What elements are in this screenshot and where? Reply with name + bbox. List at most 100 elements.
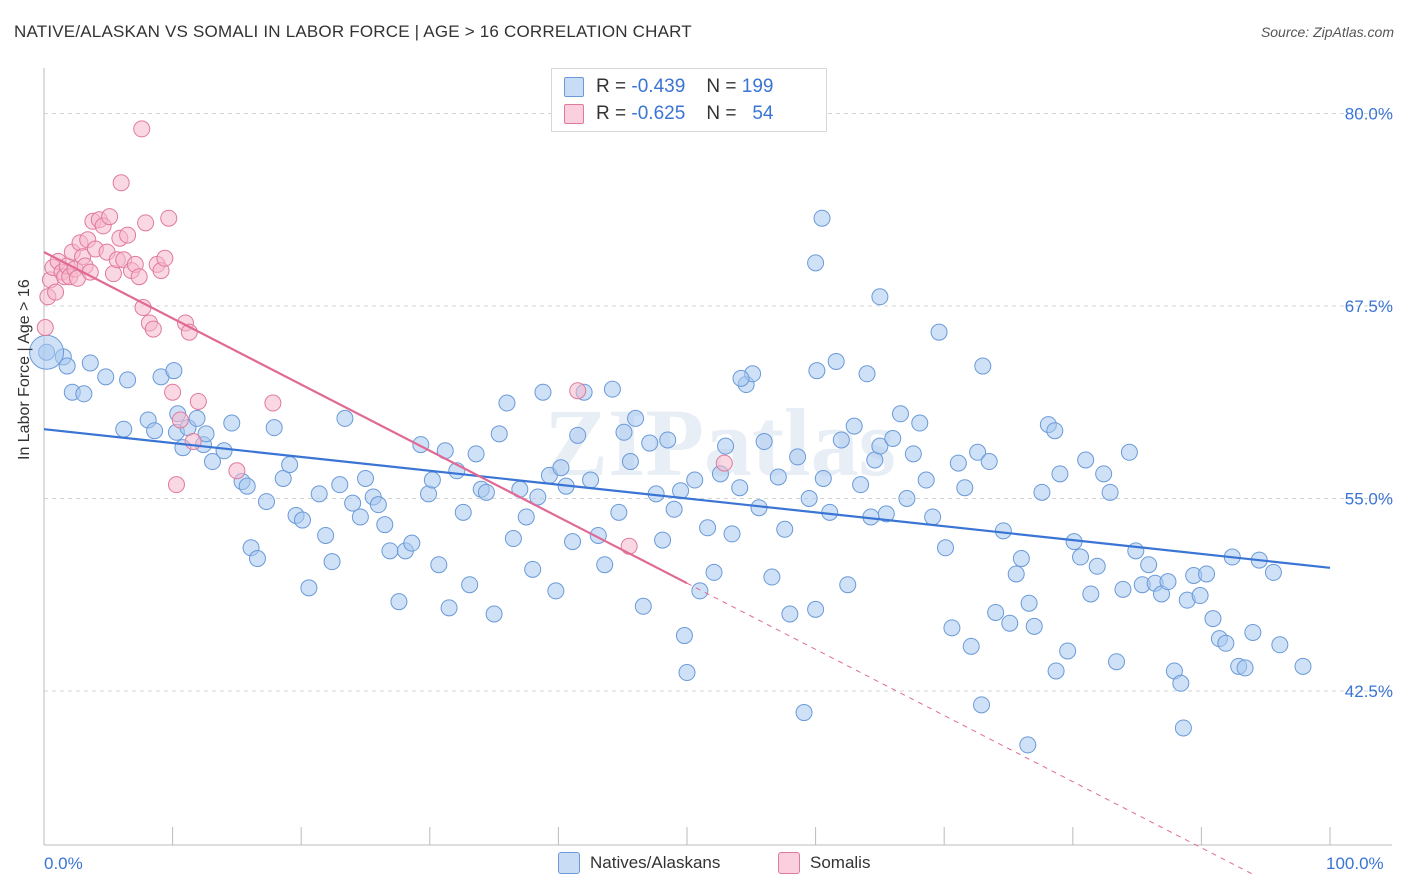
somalis-point [164, 383, 182, 401]
natives-point [1172, 674, 1190, 692]
stats-legend: R = -0.439 N = 199 R = -0.625 N = 54 [551, 68, 827, 132]
legend-n-label: N = [706, 76, 737, 97]
legend-swatch-natives [564, 77, 584, 97]
natives-point [1264, 563, 1282, 581]
natives-point [1019, 736, 1037, 754]
natives-point [924, 508, 942, 526]
natives-point [1012, 550, 1030, 568]
natives-point [691, 582, 709, 600]
natives-point [987, 603, 1005, 621]
somalis-point [133, 120, 151, 138]
natives-point [344, 494, 362, 512]
natives-point [994, 522, 1012, 540]
natives-point [763, 568, 781, 586]
natives-point [75, 385, 93, 403]
natives-point [1046, 422, 1064, 440]
somalis-point [160, 209, 178, 227]
natives-point [705, 563, 723, 581]
natives-point [699, 519, 717, 537]
legend-r-value: -0.439 [631, 76, 686, 97]
natives-point [1001, 614, 1019, 632]
y-tick-label: 55.0% [1345, 490, 1393, 509]
natives-point [678, 664, 696, 682]
natives-point [498, 394, 516, 412]
x-tick-label-min: 0.0% [44, 854, 83, 873]
natives-point [300, 579, 318, 597]
y-tick-label: 80.0% [1345, 105, 1393, 124]
natives-point [615, 423, 633, 441]
natives-point [1294, 657, 1312, 675]
natives-point [564, 533, 582, 551]
natives-point [852, 476, 870, 494]
legend-row-somalis: R = -0.625 N = 54 [564, 102, 773, 126]
natives-point [789, 448, 807, 466]
natives-point [1088, 557, 1106, 575]
natives-point [351, 508, 369, 526]
somalis-points [36, 120, 733, 555]
natives-point [552, 459, 570, 477]
natives-point [884, 429, 902, 447]
chart-title: NATIVE/ALASKAN VS SOMALI IN LABOR FORCE … [14, 22, 692, 41]
natives-point [1072, 548, 1090, 566]
natives-point [956, 479, 974, 497]
somalis-point [184, 433, 202, 451]
legend-swatch-somalis [564, 104, 584, 124]
somalis-point [715, 454, 733, 472]
y-tick-labels: 80.0% 67.5% 55.0% 42.5% [1345, 105, 1393, 702]
legend-n-value: 199 [741, 76, 774, 97]
natives-point [1059, 642, 1077, 660]
natives-point [871, 437, 889, 455]
somalis-trend-extension [686, 582, 1254, 875]
natives-point [871, 288, 889, 306]
natives-point [274, 469, 292, 487]
somalis-point [620, 537, 638, 555]
natives-point [1108, 653, 1126, 671]
natives-point [58, 357, 76, 375]
natives-point [1033, 483, 1051, 501]
natives-point [477, 483, 495, 501]
somalis-trend-line [43, 251, 688, 585]
natives-point [962, 637, 980, 655]
natives-trend-line [43, 428, 1331, 569]
natives-point [357, 469, 374, 487]
natives-point [839, 576, 857, 594]
natives-point [1051, 465, 1069, 483]
natives-point [845, 417, 863, 435]
natives-point [949, 454, 967, 472]
legend-label-natives: Natives/Alaskans [590, 853, 721, 872]
natives-point [440, 599, 458, 617]
natives-point [659, 431, 677, 449]
natives-point [547, 582, 565, 600]
natives-point [621, 453, 639, 471]
natives-point [858, 365, 876, 383]
natives-point [654, 531, 672, 549]
natives-point [281, 456, 299, 474]
natives-point [569, 426, 587, 444]
somalis-point [47, 283, 65, 301]
natives-point [974, 357, 992, 375]
x-tick-label-max: 100.0% [1326, 854, 1384, 873]
natives-point [930, 323, 948, 341]
natives-point [81, 354, 99, 372]
natives-point [1020, 594, 1038, 612]
natives-point [795, 704, 813, 722]
natives-point [936, 539, 954, 557]
natives-point [1271, 636, 1289, 654]
natives-point [115, 420, 133, 438]
natives-point [827, 352, 845, 370]
natives-point [911, 414, 929, 432]
natives-point [808, 362, 826, 380]
source-label: Source: ZipAtlas.com [1260, 24, 1394, 40]
natives-point [1198, 565, 1216, 583]
natives-point [376, 516, 394, 534]
natives-point [529, 488, 547, 506]
legend-r-label: R = [596, 76, 627, 97]
natives-point [634, 597, 652, 615]
natives-point [972, 696, 990, 714]
natives-point [1025, 617, 1043, 635]
natives-point [904, 445, 922, 463]
somalis-point [228, 462, 246, 480]
y-axis-label: In Labor Force | Age > 16 [16, 279, 33, 460]
natives-point [917, 471, 935, 489]
